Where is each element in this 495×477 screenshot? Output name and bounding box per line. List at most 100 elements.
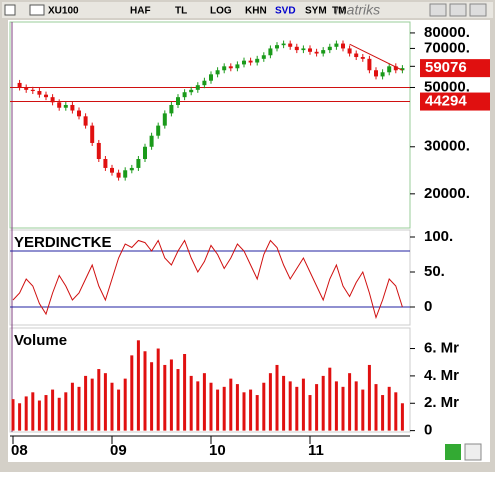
volume-bar bbox=[57, 397, 61, 431]
candle bbox=[367, 58, 372, 71]
volume-bar bbox=[70, 382, 74, 431]
volume-bar bbox=[202, 373, 206, 431]
volume-bar bbox=[18, 403, 22, 431]
volume-bar bbox=[97, 369, 101, 431]
refresh-button[interactable] bbox=[445, 444, 461, 460]
volume-bar bbox=[44, 395, 48, 431]
volume-bar bbox=[249, 389, 253, 431]
x-tick-label: 08 bbox=[11, 442, 28, 459]
volume-bar bbox=[295, 386, 299, 431]
candle bbox=[341, 43, 345, 49]
volume-bar bbox=[374, 384, 378, 431]
candle bbox=[334, 43, 339, 47]
close-button[interactable] bbox=[469, 3, 487, 17]
volume-bar bbox=[275, 364, 279, 431]
volume-bar bbox=[189, 375, 193, 431]
volume-bar bbox=[84, 375, 88, 431]
candle bbox=[301, 48, 306, 51]
volume-bar bbox=[37, 400, 41, 431]
y-tick-label: 20000. bbox=[424, 185, 470, 202]
toolbar-button[interactable]: SVD bbox=[275, 6, 296, 17]
candle bbox=[354, 53, 359, 58]
candle bbox=[116, 172, 121, 178]
y-tick-label: 80000. bbox=[424, 24, 470, 41]
candle bbox=[281, 43, 286, 46]
settings-button[interactable] bbox=[464, 443, 482, 461]
toolbar bbox=[2, 2, 493, 18]
candle bbox=[103, 159, 108, 168]
y-tick-label: 30000. bbox=[424, 138, 470, 155]
candle bbox=[242, 60, 246, 65]
last-price-label: 59076 bbox=[425, 59, 467, 76]
candle bbox=[123, 170, 128, 178]
candle bbox=[83, 116, 88, 126]
toolbar-button[interactable]: SYM bbox=[305, 6, 327, 17]
candle bbox=[255, 58, 260, 63]
candle bbox=[149, 135, 154, 147]
oscillator-pane bbox=[9, 229, 411, 326]
candle bbox=[77, 110, 81, 117]
candle bbox=[222, 66, 227, 71]
volume-bar bbox=[196, 381, 200, 431]
candle bbox=[360, 57, 365, 59]
volume-bar bbox=[229, 378, 233, 431]
candle bbox=[228, 66, 233, 69]
candle bbox=[314, 51, 319, 54]
candle bbox=[347, 48, 352, 54]
y-tick-label: 4. Mr bbox=[424, 367, 459, 384]
level-box bbox=[420, 92, 490, 111]
volume-bar bbox=[308, 395, 312, 431]
candle bbox=[50, 97, 55, 103]
candle bbox=[37, 91, 42, 95]
candle bbox=[308, 48, 312, 52]
toolbar-button[interactable]: TM bbox=[332, 6, 346, 17]
volume-bar bbox=[242, 392, 246, 431]
volume-bar bbox=[262, 382, 266, 431]
volume-bar bbox=[301, 378, 305, 431]
volume-bar bbox=[103, 373, 107, 431]
volume-bar bbox=[123, 378, 127, 431]
y-tick-label: 0 bbox=[424, 422, 432, 439]
oscillator-line bbox=[12, 239, 403, 320]
minimize-button[interactable] bbox=[429, 3, 447, 17]
candle bbox=[268, 48, 273, 56]
toolbar-button[interactable]: KHN bbox=[245, 6, 267, 17]
volume-bar bbox=[381, 395, 385, 431]
candle bbox=[209, 74, 213, 81]
candle bbox=[156, 125, 161, 136]
y-tick-label: 0 bbox=[424, 298, 432, 315]
toolbar-icon[interactable] bbox=[4, 4, 16, 16]
candle bbox=[96, 142, 101, 160]
volume-bar bbox=[361, 389, 365, 431]
symbol[interactable]: XU100 bbox=[48, 6, 79, 17]
volume-bar bbox=[387, 386, 391, 431]
volume-bar bbox=[328, 367, 332, 431]
candle bbox=[176, 97, 180, 105]
toolbar-button[interactable]: HAF bbox=[130, 6, 151, 17]
candle bbox=[17, 82, 22, 88]
candle bbox=[30, 89, 35, 92]
last-price-box bbox=[420, 59, 490, 78]
toolbar-icon[interactable] bbox=[29, 4, 45, 16]
maximize-button[interactable] bbox=[449, 3, 467, 17]
volume-bar bbox=[11, 399, 15, 431]
candle bbox=[195, 85, 200, 90]
candle bbox=[57, 102, 62, 108]
candle bbox=[327, 46, 332, 51]
volume-bar bbox=[117, 389, 121, 431]
candle bbox=[110, 167, 114, 173]
volume-bar bbox=[183, 354, 187, 431]
volume-bar bbox=[51, 389, 55, 431]
pane-title: YERDINCTKE bbox=[14, 234, 112, 251]
toolbar-button[interactable]: LOG bbox=[210, 6, 232, 17]
volume-bar bbox=[394, 392, 398, 431]
candle bbox=[44, 94, 48, 98]
volume-bar bbox=[235, 384, 239, 431]
volume-bar bbox=[31, 392, 35, 431]
toolbar-button[interactable]: TL bbox=[175, 6, 187, 17]
candle bbox=[215, 70, 220, 75]
price-pane bbox=[9, 21, 411, 229]
candle bbox=[90, 125, 95, 143]
volume-bar bbox=[216, 389, 220, 431]
candle bbox=[129, 167, 134, 171]
